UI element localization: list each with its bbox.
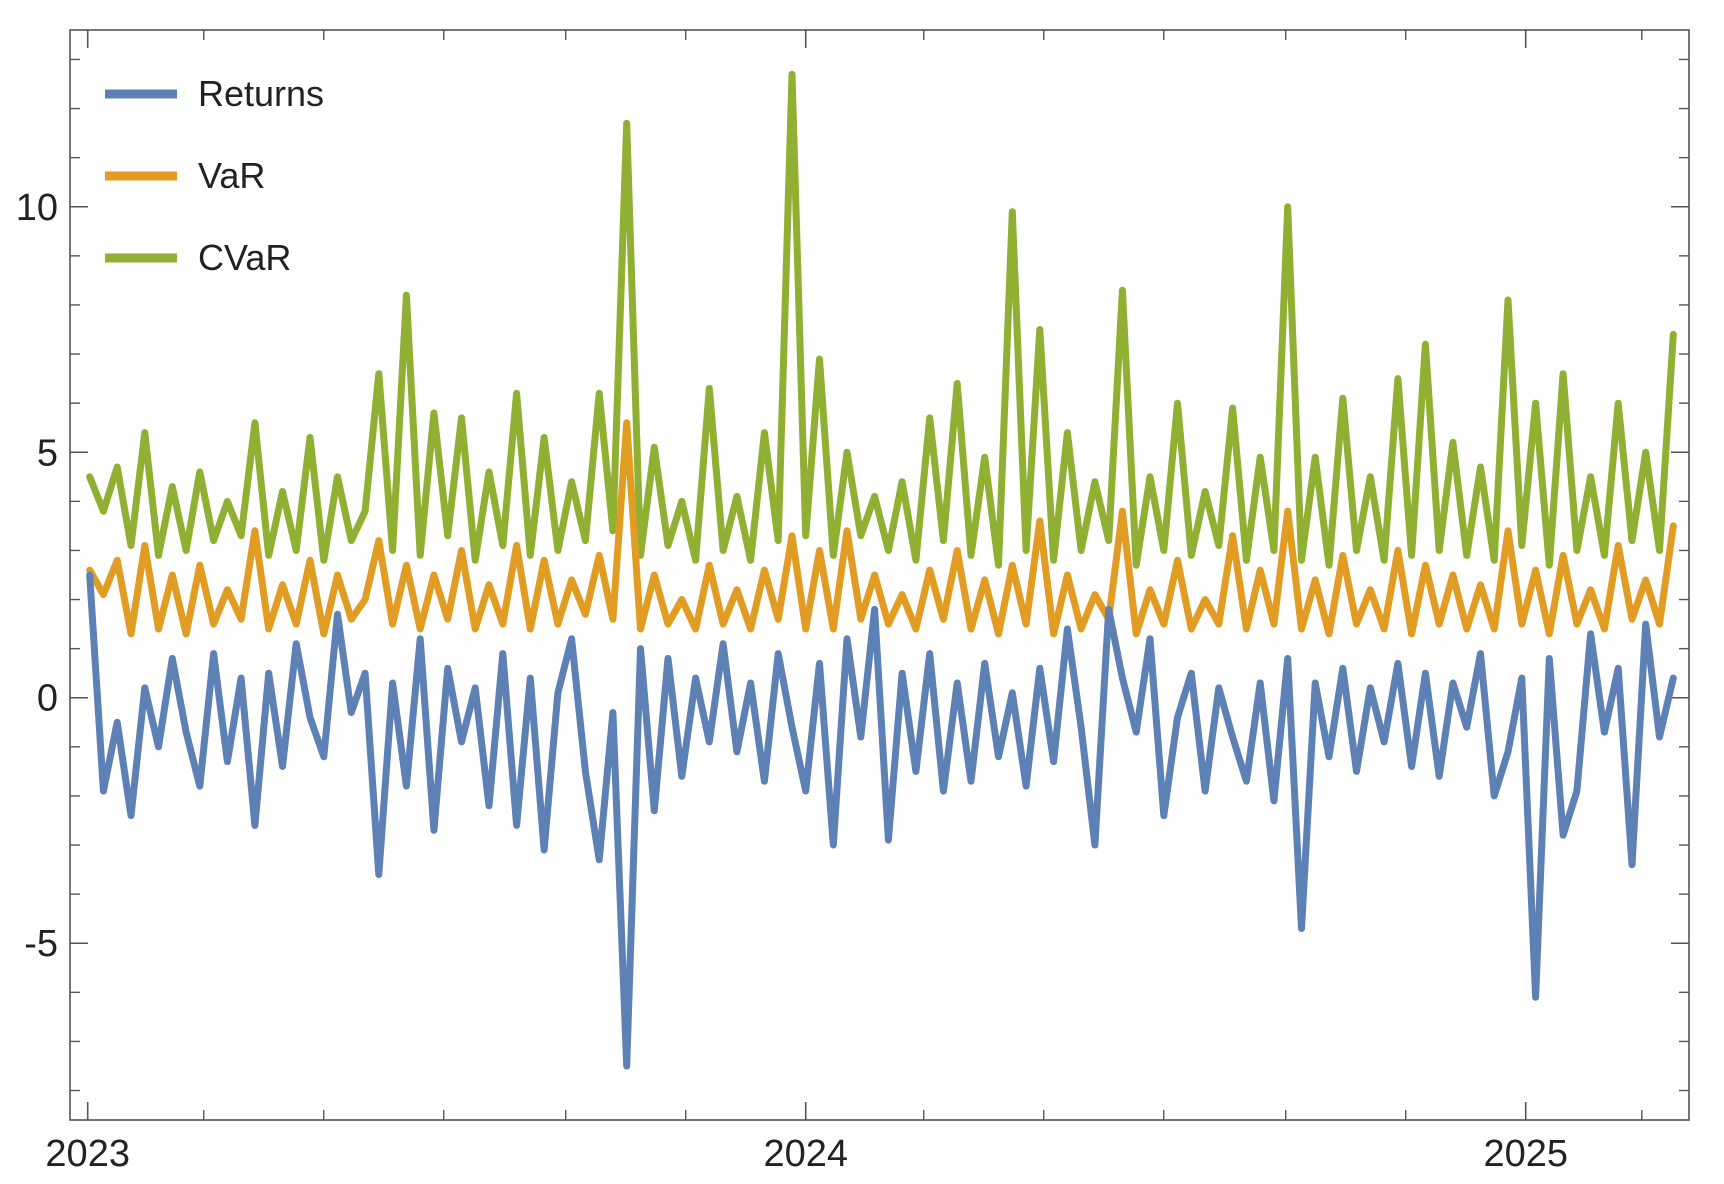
plot-frame bbox=[69, 29, 1690, 1121]
x-tick-label: 2023 bbox=[45, 1133, 130, 1175]
series-line-var bbox=[86, 419, 1677, 638]
x-tick-label: 2025 bbox=[1483, 1133, 1568, 1175]
x-tick-label: 2024 bbox=[763, 1133, 848, 1175]
legend-label-returns: Returns bbox=[198, 73, 324, 114]
axis-ticks bbox=[70, 30, 1689, 1120]
y-tick-label: 10 bbox=[16, 187, 58, 229]
series-lines bbox=[86, 70, 1677, 1070]
legend: Returns VaR CVaR bbox=[105, 73, 324, 278]
y-tick-label: 5 bbox=[37, 432, 58, 474]
legend-label-cvar: CVaR bbox=[198, 237, 291, 278]
y-tick-label: -5 bbox=[24, 923, 58, 965]
series-line-returns bbox=[86, 571, 1677, 1070]
series-line-cvar bbox=[86, 70, 1677, 569]
legend-label-var: VaR bbox=[198, 155, 265, 196]
axis-tick-labels: 2023 2024 2025 -5 0 5 10 bbox=[16, 187, 1568, 1175]
y-tick-label: 0 bbox=[37, 678, 58, 720]
